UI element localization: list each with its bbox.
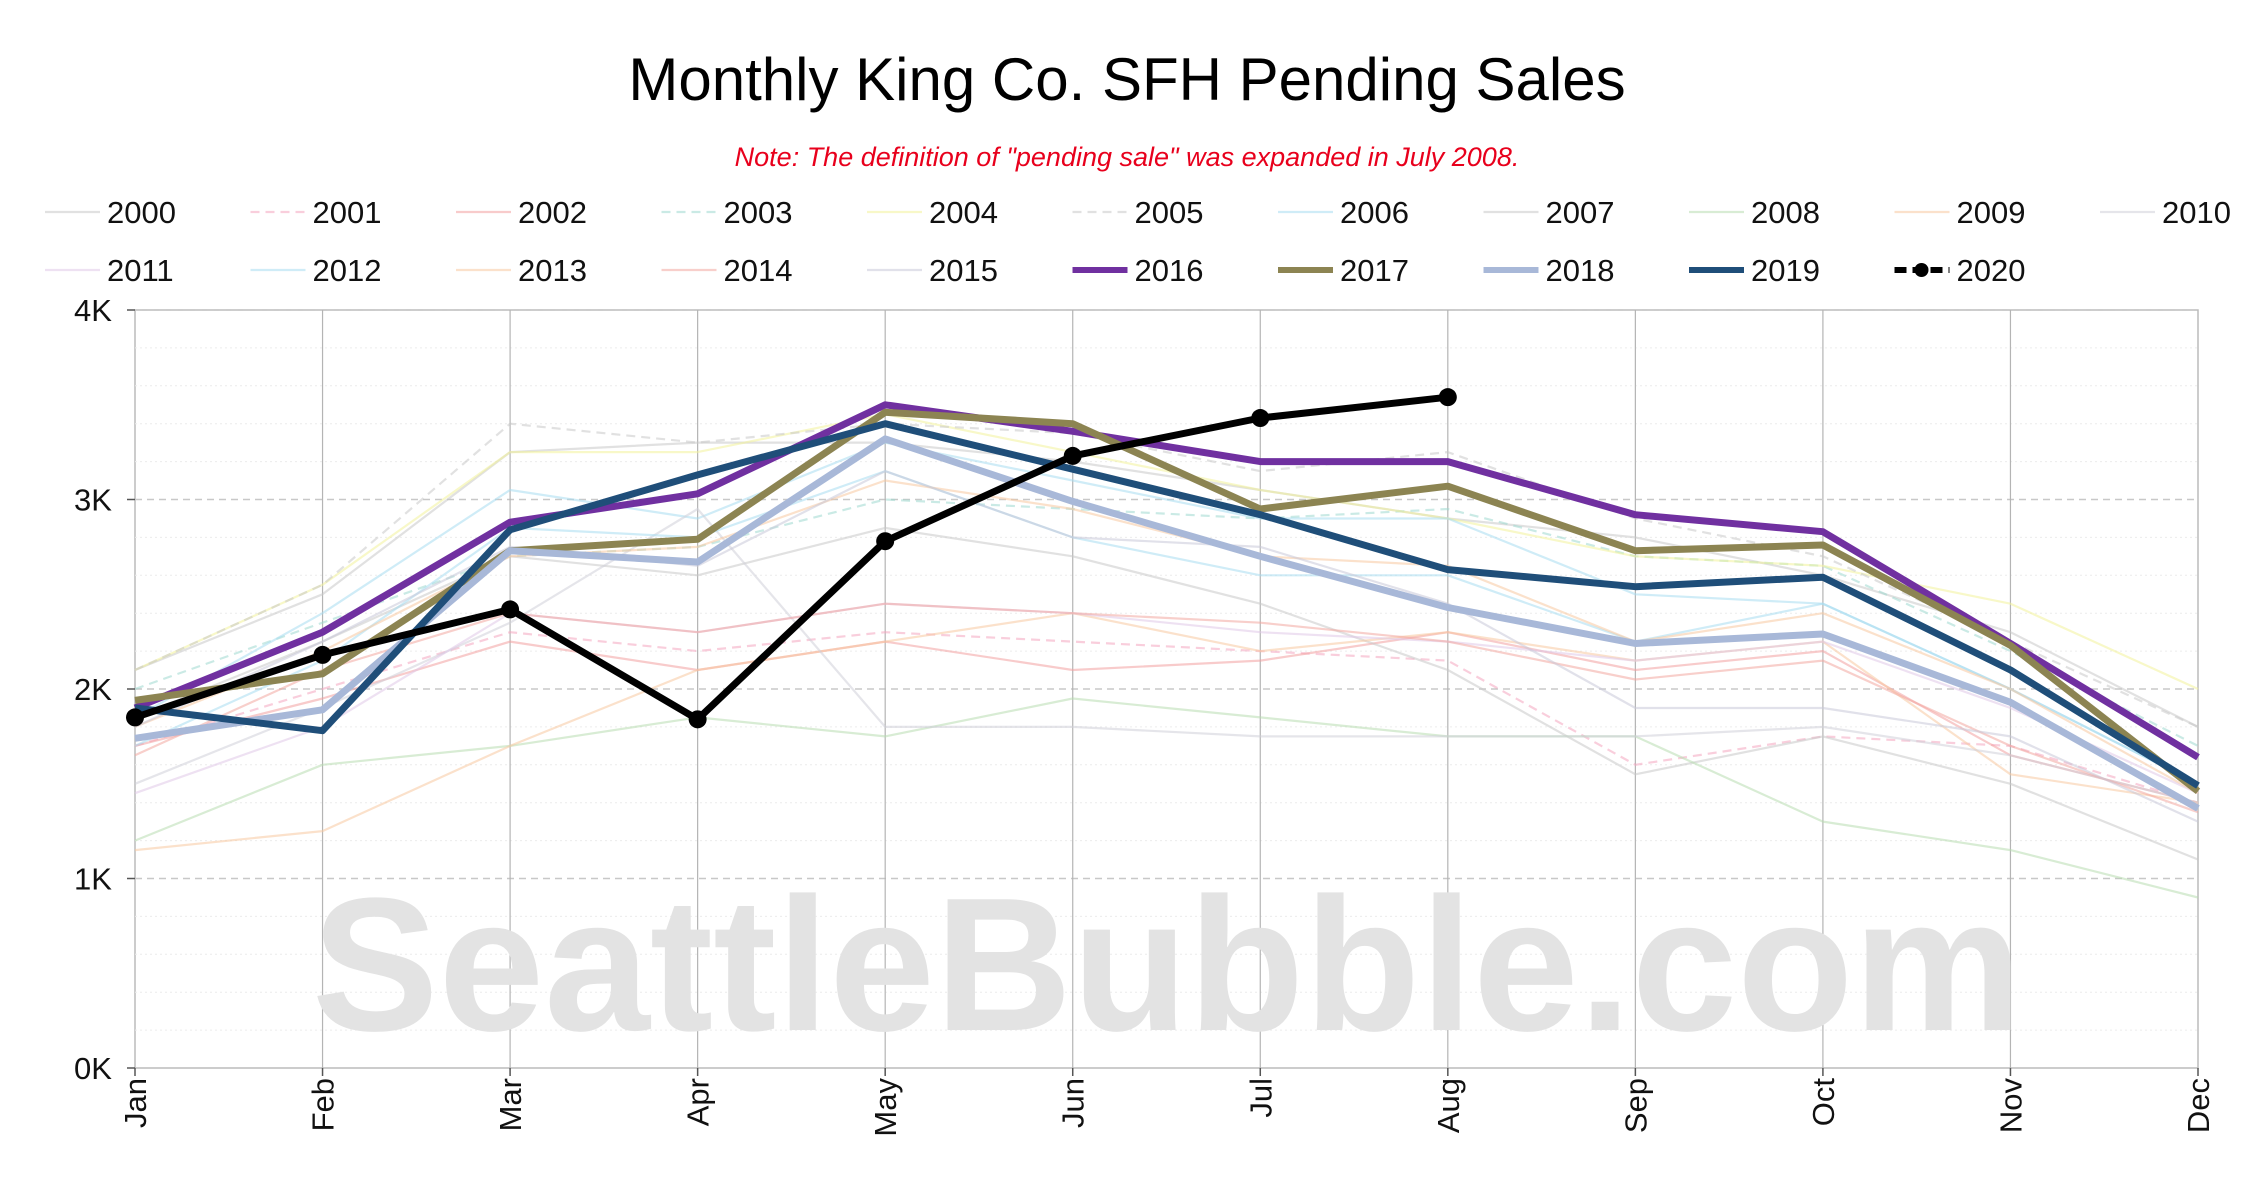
series-line-2009 bbox=[134, 612, 2199, 852]
legend-label: 2000 bbox=[107, 195, 176, 230]
legend-label: 2020 bbox=[1957, 253, 2026, 288]
legend-entry-2008: 2008 bbox=[1689, 195, 1820, 230]
y-tick-label-0K: 0K bbox=[74, 1051, 112, 1086]
legend-entry-2020: 2020 bbox=[1894, 253, 2026, 288]
legend-entry-2000: 2000 bbox=[45, 195, 176, 230]
series-line-2011 bbox=[134, 602, 2199, 795]
y-tick-label-3K: 3K bbox=[74, 483, 112, 518]
series-line-2002 bbox=[134, 631, 2199, 804]
x-tick-label-Jul: Jul bbox=[1243, 1078, 1278, 1118]
y-tick-label-2K: 2K bbox=[74, 672, 112, 707]
legend-label: 2014 bbox=[724, 253, 793, 288]
point-2020-Jun bbox=[1063, 446, 1082, 465]
legend-entry-2017: 2017 bbox=[1278, 253, 1409, 288]
x-tick-label-Oct: Oct bbox=[1806, 1078, 1841, 1127]
legend-entry-2006: 2006 bbox=[1278, 195, 1409, 230]
x-tick-label-Aug: Aug bbox=[1431, 1078, 1466, 1133]
legend-label: 2006 bbox=[1340, 195, 1409, 230]
legend-entry-2002: 2002 bbox=[456, 195, 587, 230]
series-line-2012 bbox=[134, 470, 2199, 785]
legend-entry-2010: 2010 bbox=[2100, 195, 2231, 230]
legend-label: 2018 bbox=[1546, 253, 1615, 288]
legend-label: 2010 bbox=[2162, 195, 2231, 230]
legend-entry-2009: 2009 bbox=[1894, 195, 2026, 230]
legend-entry-2004: 2004 bbox=[867, 195, 998, 230]
x-tick-label-Jun: Jun bbox=[1056, 1078, 1091, 1128]
series-line-2020 bbox=[133, 393, 1449, 723]
series-line-2001 bbox=[134, 631, 2199, 804]
x-axis: Jan Feb Mar Apr May Jun Jul Aug Sep Oct Nov Dec bbox=[118, 1068, 2216, 1137]
legend-label: 2007 bbox=[1546, 195, 1615, 230]
legend-label: 2015 bbox=[929, 253, 998, 288]
series-line-2014 bbox=[134, 602, 2199, 814]
legend-entry-2016: 2016 bbox=[1072, 253, 1204, 288]
legend-label: 2019 bbox=[1751, 253, 1820, 288]
legend-entry-2014: 2014 bbox=[661, 253, 793, 288]
x-tick-label-Dec: Dec bbox=[2181, 1078, 2216, 1133]
point-2020-Mar bbox=[501, 600, 520, 619]
point-2020-Feb bbox=[313, 645, 332, 664]
series-line-2017 bbox=[134, 408, 2201, 795]
legend-entry-2012: 2012 bbox=[250, 253, 382, 288]
legend-entry-2018: 2018 bbox=[1483, 253, 1615, 288]
series-line-2000 bbox=[134, 441, 2199, 728]
legend-entry-2001: 2001 bbox=[250, 195, 382, 230]
legend-label: 2017 bbox=[1340, 253, 1409, 288]
x-tick-label-Mar: Mar bbox=[493, 1078, 528, 1131]
point-2020-May bbox=[876, 532, 895, 551]
series-line-2018 bbox=[134, 435, 2200, 812]
legend-label: 2002 bbox=[518, 195, 587, 230]
series-line-2005 bbox=[134, 422, 2199, 728]
chart-title: Monthly King Co. SFH Pending Sales bbox=[628, 46, 1625, 113]
legend-label: 2009 bbox=[1957, 195, 2026, 230]
legend-entry-2019: 2019 bbox=[1689, 253, 1820, 288]
legend-label: 2012 bbox=[313, 253, 382, 288]
series-line-2008 bbox=[134, 697, 2199, 899]
legend-label: 2005 bbox=[1135, 195, 1204, 230]
y-tick-label-4K: 4K bbox=[74, 293, 112, 328]
legend-entry-2011: 2011 bbox=[45, 253, 174, 288]
point-2020-Jan bbox=[126, 708, 144, 727]
gridlines bbox=[135, 309, 2198, 1068]
legend-label: 2016 bbox=[1135, 253, 1204, 288]
legend-entry-2007: 2007 bbox=[1483, 195, 1615, 230]
y-axis: 0K 1K 2K 3K 4K bbox=[74, 293, 135, 1086]
legend-label: 2004 bbox=[929, 195, 998, 230]
watermark: SeattleBubble.com bbox=[312, 859, 2022, 1071]
chart-subtitle: Note: The definition of "pending sale" w… bbox=[735, 142, 1520, 172]
legend-entry-2005: 2005 bbox=[1072, 195, 1204, 230]
legend-entry-2015: 2015 bbox=[867, 253, 998, 288]
series-line-2004 bbox=[134, 413, 2199, 691]
legend-label: 2013 bbox=[518, 253, 587, 288]
legend-marker bbox=[1914, 263, 1929, 277]
x-tick-label-Nov: Nov bbox=[1993, 1078, 2028, 1134]
point-2020-Jul bbox=[1251, 409, 1270, 428]
x-tick-label-Jan: Jan bbox=[118, 1078, 153, 1128]
legend-label: 2001 bbox=[313, 195, 382, 230]
series-lines bbox=[126, 388, 2201, 899]
y-tick-label-1K: 1K bbox=[74, 862, 112, 897]
series-line-2010 bbox=[134, 507, 2199, 804]
x-tick-label-Feb: Feb bbox=[306, 1078, 341, 1131]
x-tick-label-May: May bbox=[868, 1078, 903, 1137]
point-2020-Apr bbox=[688, 710, 707, 729]
series-line-2016 bbox=[133, 401, 2200, 761]
legend-label: 2008 bbox=[1751, 195, 1820, 230]
legend-label: 2011 bbox=[107, 253, 174, 288]
legend-entry-2013: 2013 bbox=[456, 253, 587, 288]
series-line-2019 bbox=[134, 420, 2200, 789]
legend-entry-2003: 2003 bbox=[661, 195, 793, 230]
legend-label: 2003 bbox=[724, 195, 793, 230]
point-2020-Aug bbox=[1438, 388, 1457, 407]
legend: 2000 2001 2002 2003 2004 2005 2006 2007 2008 2009… bbox=[45, 195, 2231, 288]
x-tick-label-Apr: Apr bbox=[681, 1078, 716, 1126]
x-tick-label-Sep: Sep bbox=[1618, 1078, 1653, 1133]
